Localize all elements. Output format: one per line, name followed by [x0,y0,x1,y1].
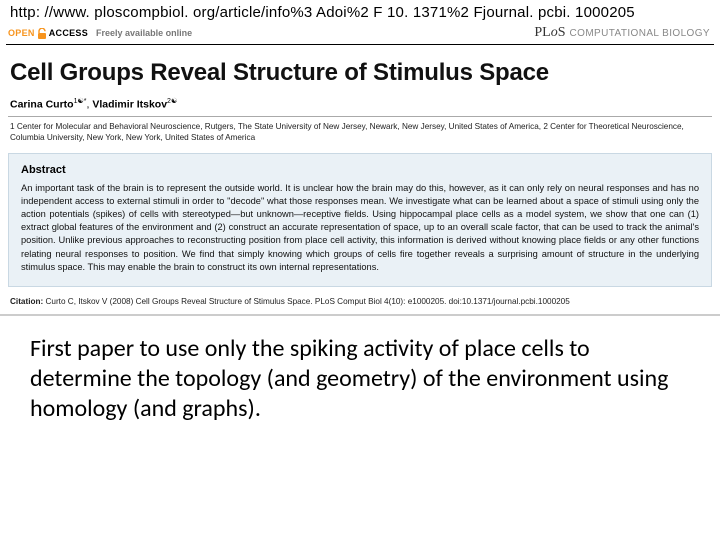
citation: Citation: Curto C, Itskov V (2008) Cell … [0,287,720,312]
citation-text: Curto C, Itskov V (2008) Cell Groups Rev… [45,297,569,306]
freely-text: Freely available online [96,28,192,38]
journal-name: COMPUTATIONAL BIOLOGY [570,28,710,39]
citation-label: Citation: [10,297,43,306]
open-lock-icon [37,27,47,39]
journal-header: OPEN ACCESS Freely available online PLoS… [0,23,720,44]
journal-brand: PLoS COMPUTATIONAL BIOLOGY [534,25,710,41]
open-access-badge: OPEN ACCESS Freely available online [8,27,192,39]
abstract-heading: Abstract [21,164,699,176]
url-text: http: //www. ploscompbiol. org/article/i… [0,0,720,23]
article-title: Cell Groups Reveal Structure of Stimulus… [0,45,720,97]
authors: Carina Curto1☯*, Vladimir Itskov2☯ [0,97,720,116]
abstract-body: An important task of the brain is to rep… [21,182,699,274]
open-label: OPEN [8,28,35,38]
author-2: Vladimir Itskov [92,99,167,111]
slide-annotation: First paper to use only the spiking acti… [0,316,720,424]
abstract-box: Abstract An important task of the brain … [8,153,712,287]
plos-logo: PLoS [534,25,565,41]
access-label: ACCESS [49,28,88,38]
affiliations: 1 Center for Molecular and Behavioral Ne… [0,117,720,153]
author-1: Carina Curto [10,99,74,111]
